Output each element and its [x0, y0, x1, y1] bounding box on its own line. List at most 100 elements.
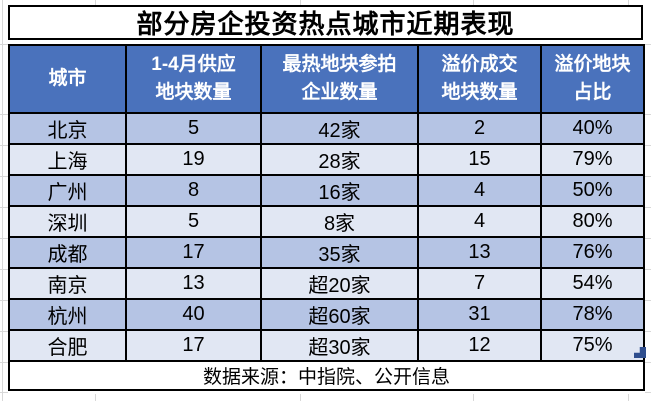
gridline	[300, 0, 301, 5]
gridline	[300, 394, 301, 401]
gridline	[0, 238, 8, 239]
city-cell: 广州	[8, 174, 127, 207]
gridline	[645, 145, 651, 146]
gridline	[95, 0, 96, 5]
gridline	[645, 331, 651, 332]
value-cell: 79%	[540, 143, 645, 176]
value-cell: 13	[125, 267, 262, 300]
gridline	[0, 44, 8, 45]
value-cell: 50%	[540, 174, 645, 207]
gridline	[0, 362, 8, 363]
header-line: 城市	[48, 68, 87, 90]
city-cell: 北京	[8, 112, 127, 145]
gridline	[645, 44, 651, 45]
table-row: 合肥 17 超30家 12 75%	[8, 329, 645, 362]
gridline	[0, 392, 8, 393]
city-cell: 成都	[8, 236, 127, 269]
table-title: 部分房企投资热点城市近期表现	[8, 5, 643, 40]
city-cell: 合肥	[8, 329, 127, 362]
gridline	[645, 269, 651, 270]
city-cell: 杭州	[8, 298, 127, 331]
value-cell: 4	[417, 174, 542, 207]
value-cell: 5	[125, 112, 262, 145]
value-cell: 42家	[260, 112, 419, 145]
gridline	[645, 114, 651, 115]
value-cell: 28家	[260, 143, 419, 176]
gridline	[628, 394, 629, 401]
header-line: 地块数量	[155, 82, 232, 103]
gridline	[473, 394, 474, 401]
table-row: 成都 17 35家 13 76%	[8, 236, 645, 269]
value-cell: 超60家	[260, 298, 419, 331]
city-cell: 南京	[8, 267, 127, 300]
gridline	[645, 238, 651, 239]
table-row: 南京 13 超20家 7 54%	[8, 267, 645, 300]
column-header-city: 城市	[8, 44, 127, 114]
value-cell: 8	[125, 174, 262, 207]
value-cell: 超30家	[260, 329, 419, 362]
value-cell: 超20家	[260, 267, 419, 300]
gridline	[473, 0, 474, 5]
value-cell: 4	[417, 205, 542, 238]
value-cell: 2	[417, 112, 542, 145]
value-cell: 80%	[540, 205, 645, 238]
gridline	[645, 207, 651, 208]
header-line: 最热地块参拍	[282, 54, 397, 76]
column-header-bidders: 最热地块参拍 企业数量	[260, 44, 419, 114]
gridline	[0, 145, 8, 146]
value-cell: 8家	[260, 205, 419, 238]
table-row: 上海 19 28家 15 79%	[8, 143, 645, 176]
table-row: 北京 5 42家 2 40%	[8, 112, 645, 145]
table-row: 深圳 5 8家 4 80%	[8, 205, 645, 238]
value-cell: 15	[417, 143, 542, 176]
gridline	[2, 0, 3, 401]
column-header-supply: 1-4月供应 地块数量	[125, 44, 262, 114]
gridline	[0, 207, 8, 208]
table-row: 杭州 40 超60家 31 78%	[8, 298, 645, 331]
gridline	[628, 0, 629, 5]
gridline	[0, 114, 8, 115]
header-line: 占比	[573, 82, 612, 103]
gridline	[0, 300, 8, 301]
gridline	[645, 392, 651, 393]
value-cell: 12	[417, 329, 542, 362]
gridline	[0, 331, 8, 332]
data-source-note: 数据来源：中指院、公开信息	[8, 360, 645, 391]
gridline	[0, 176, 8, 177]
value-cell: 35家	[260, 236, 419, 269]
value-cell: 78%	[540, 298, 645, 331]
value-cell: 13	[417, 236, 542, 269]
value-cell: 16家	[260, 174, 419, 207]
table-row: 广州 8 16家 4 50%	[8, 174, 645, 207]
header-line: 地块数量	[441, 82, 518, 103]
value-cell: 31	[417, 298, 542, 331]
gridline	[0, 269, 8, 270]
data-table: 城市 1-4月供应 地块数量 最热地块参拍 企业数量 溢价成交 地块数量 溢价地…	[8, 44, 645, 391]
value-cell: 19	[125, 143, 262, 176]
header-line: 溢价地块	[554, 54, 631, 76]
header-line: 溢价成交	[441, 54, 518, 76]
value-cell: 40	[125, 298, 262, 331]
gridline	[645, 176, 651, 177]
value-cell: 40%	[540, 112, 645, 145]
header-line: 企业数量	[301, 82, 378, 103]
gridline	[645, 362, 651, 363]
value-cell: 75%	[540, 329, 645, 362]
fill-handle	[634, 347, 646, 358]
column-header-premium-ratio: 溢价地块 占比	[540, 44, 645, 114]
city-cell: 深圳	[8, 205, 127, 238]
gridline	[645, 300, 651, 301]
value-cell: 5	[125, 205, 262, 238]
header-row: 城市 1-4月供应 地块数量 最热地块参拍 企业数量 溢价成交 地块数量 溢价地…	[8, 44, 645, 114]
column-header-premium-deals: 溢价成交 地块数量	[417, 44, 542, 114]
source-row: 数据来源：中指院、公开信息	[8, 360, 645, 391]
value-cell: 17	[125, 329, 262, 362]
value-cell: 17	[125, 236, 262, 269]
header-line: 1-4月供应	[151, 54, 236, 76]
gridline	[95, 394, 96, 401]
value-cell: 7	[417, 267, 542, 300]
value-cell: 76%	[540, 236, 645, 269]
city-cell: 上海	[8, 143, 127, 176]
value-cell: 54%	[540, 267, 645, 300]
